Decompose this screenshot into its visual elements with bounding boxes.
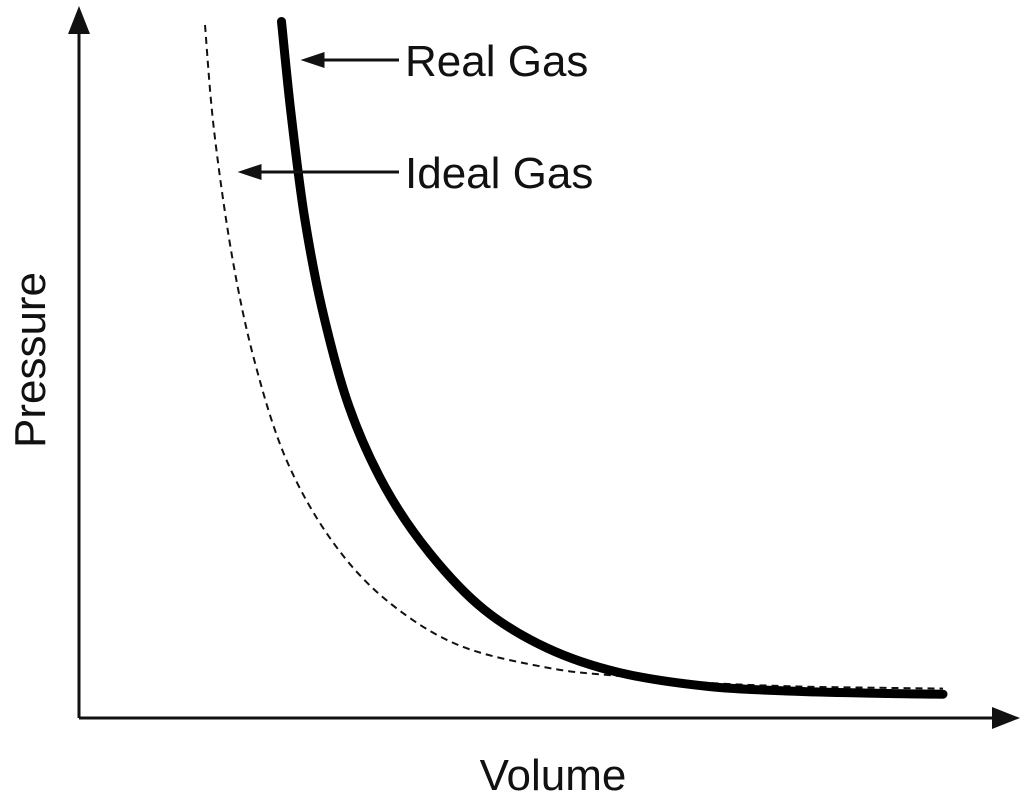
- annotation-label-real-gas: Real Gas: [405, 37, 588, 86]
- y-axis-label: Pressure: [6, 272, 55, 448]
- series-line-ideal-gas: [204, 24, 944, 690]
- series-line-real-gas: [277, 17, 948, 699]
- annotation-label-ideal-gas: Ideal Gas: [405, 149, 593, 198]
- annotation-arrowhead-ideal-gas: [237, 164, 262, 180]
- annotation-arrowhead-real-gas: [300, 52, 325, 68]
- y-axis-arrowhead: [68, 6, 90, 34]
- x-axis-label: Volume: [480, 751, 627, 800]
- x-axis-arrowhead: [992, 707, 1020, 729]
